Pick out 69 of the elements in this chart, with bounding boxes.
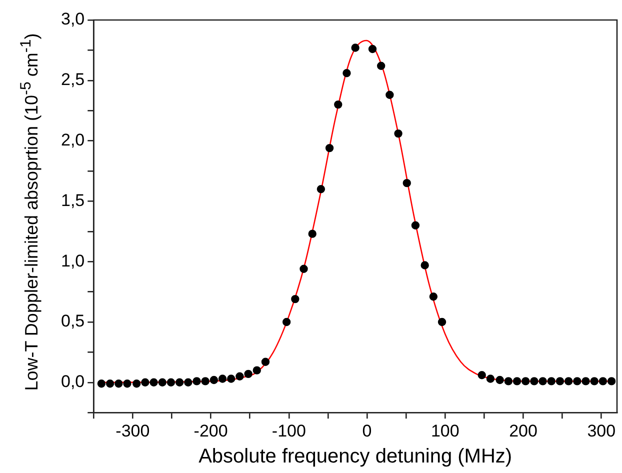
point bbox=[325, 144, 334, 152]
point bbox=[282, 318, 291, 326]
x-tick-label: -100 bbox=[272, 421, 306, 440]
y-tick-label: 1,5 bbox=[60, 190, 85, 210]
point bbox=[192, 377, 201, 386]
point bbox=[582, 377, 590, 386]
point bbox=[486, 374, 495, 383]
x-tick-label: -300 bbox=[116, 421, 150, 440]
point bbox=[573, 377, 582, 386]
point bbox=[376, 62, 386, 70]
y-tick-label: 0,5 bbox=[60, 312, 85, 331]
point bbox=[227, 374, 236, 383]
point bbox=[236, 372, 244, 380]
point bbox=[386, 90, 394, 99]
y-tick-label: 0,0 bbox=[60, 372, 85, 392]
point bbox=[547, 377, 556, 386]
point bbox=[394, 129, 402, 138]
point bbox=[106, 380, 114, 388]
point bbox=[411, 221, 420, 230]
point bbox=[522, 377, 530, 386]
point bbox=[175, 378, 184, 386]
point bbox=[351, 44, 360, 52]
point bbox=[218, 374, 227, 383]
point bbox=[607, 377, 616, 386]
point bbox=[132, 380, 141, 388]
point bbox=[150, 378, 158, 386]
point bbox=[530, 377, 538, 386]
y-tick-label: 3,0 bbox=[60, 10, 85, 29]
x-axis-title: Absolute frequency detuning (MHz) bbox=[198, 446, 512, 468]
point bbox=[334, 100, 342, 109]
point bbox=[342, 69, 351, 78]
point bbox=[123, 380, 132, 388]
point bbox=[291, 294, 300, 304]
point bbox=[538, 377, 547, 386]
point bbox=[564, 377, 573, 386]
point bbox=[556, 377, 564, 386]
point bbox=[512, 377, 522, 386]
point bbox=[429, 292, 438, 301]
point bbox=[201, 377, 210, 386]
x-tick-label: 0 bbox=[362, 421, 372, 440]
point bbox=[114, 380, 123, 388]
point bbox=[316, 185, 326, 194]
point bbox=[141, 378, 150, 386]
x-tick-label: -200 bbox=[194, 421, 228, 440]
point bbox=[210, 376, 218, 384]
point bbox=[166, 378, 176, 386]
point bbox=[244, 370, 252, 378]
point bbox=[300, 264, 308, 273]
point bbox=[184, 378, 192, 386]
point bbox=[308, 230, 316, 238]
point bbox=[261, 358, 270, 366]
point bbox=[478, 371, 486, 380]
y-tick-label: 2,0 bbox=[60, 130, 85, 150]
point bbox=[368, 44, 377, 54]
point bbox=[496, 376, 504, 384]
y-tick-label: 1,0 bbox=[60, 251, 85, 270]
point bbox=[420, 261, 429, 270]
x-tick-label: 100 bbox=[430, 421, 460, 440]
point bbox=[598, 377, 608, 386]
x-tick-label: 200 bbox=[509, 421, 538, 440]
point bbox=[402, 178, 411, 188]
point bbox=[97, 380, 106, 388]
x-tick-label: 300 bbox=[587, 421, 616, 440]
point bbox=[158, 378, 166, 386]
point bbox=[252, 366, 261, 374]
point bbox=[438, 318, 446, 326]
point bbox=[504, 377, 513, 386]
point bbox=[590, 377, 598, 386]
y-tick-label: 2,5 bbox=[60, 70, 85, 90]
